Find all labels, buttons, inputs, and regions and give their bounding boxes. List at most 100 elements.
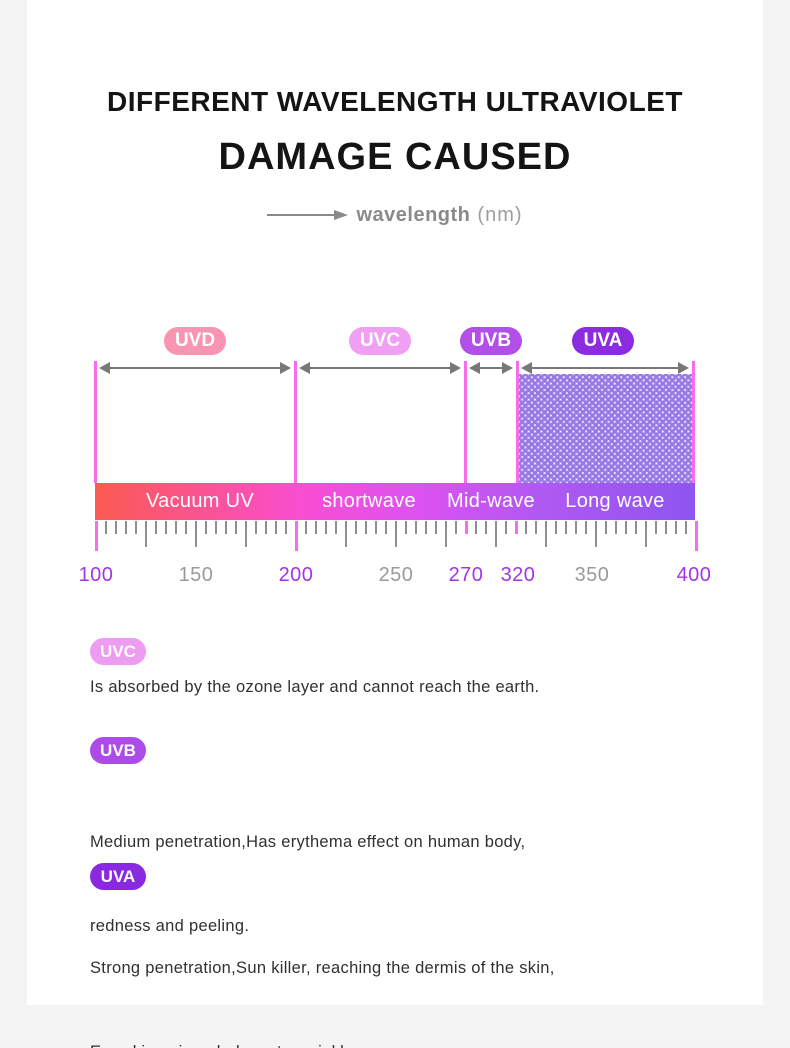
ruler-tick [445, 521, 447, 547]
spectrum-bar [95, 483, 695, 520]
range-arrow-uvc [299, 362, 461, 374]
ruler-tick [205, 521, 207, 534]
boundary-line-400 [692, 361, 695, 483]
boundary-line-270 [464, 361, 467, 483]
ruler-tick [125, 521, 127, 534]
section-uvc-text-line1: Is absorbed by the ozone layer and canno… [90, 678, 540, 696]
band-pill-uvb: UVB [460, 327, 522, 355]
band-pill-uvd: UVD [164, 327, 226, 355]
ruler-tick [395, 521, 397, 547]
section-pill-uvb: UVB [90, 737, 146, 764]
wavelength-unit: (nm) [477, 203, 523, 226]
boundary-line-320 [516, 361, 519, 483]
ruler-tick [615, 521, 617, 534]
ruler-tick [565, 521, 567, 534]
ruler-tick [665, 521, 667, 534]
bar-label-mid-wave: Mid-wave [447, 490, 535, 512]
ruler-tick [265, 521, 267, 534]
left-arrowhead-icon [99, 362, 110, 374]
uva-hatched-region [519, 374, 692, 483]
ruler-tick [465, 521, 468, 534]
tick-label-350: 350 [574, 564, 610, 586]
ruler-tick [575, 521, 577, 534]
ruler-tick [415, 521, 417, 534]
bar-label-vacuum-uv: Vacuum UV [146, 490, 254, 512]
ruler-tick [485, 521, 487, 534]
ruler-tick [95, 521, 98, 551]
ruler-tick [355, 521, 357, 534]
tick-label-320: 320 [500, 564, 536, 586]
page-title-line1: DIFFERENT WAVELENGTH ULTRAVIOLET [107, 86, 683, 117]
ruler-tick [315, 521, 317, 534]
ruler-tick [505, 521, 507, 534]
tick-label-100: 100 [78, 564, 114, 586]
ruler-tick [675, 521, 677, 534]
wavelength-label: wavelength [356, 203, 471, 226]
section-pill-uva: UVA [90, 863, 146, 890]
section-pill-uvc: UVC [90, 638, 146, 665]
range-arrow-uvb [469, 362, 513, 374]
section-uvb-text-line2: redness and peeling. [90, 917, 250, 935]
ruler-tick [455, 521, 457, 534]
section-uva-text: Strong penetration,Sun killer, reaching … [90, 898, 555, 1048]
ruler-tick [625, 521, 627, 534]
tick-label-150: 150 [178, 564, 214, 586]
left-arrowhead-icon [469, 362, 480, 374]
ruler-tick [165, 521, 167, 534]
ruler-tick [525, 521, 527, 534]
section-uvb-text-line1: Medium penetration,Has erythema effect o… [90, 833, 526, 851]
ruler-tick [655, 521, 657, 534]
page-title-line2: DAMAGE CAUSED [218, 136, 572, 178]
tick-label-200: 200 [278, 564, 314, 586]
ruler-tick [195, 521, 197, 547]
ruler-tick [475, 521, 477, 534]
band-pill-uva: UVA [572, 327, 634, 355]
ruler-tick [105, 521, 107, 534]
ruler-tick [405, 521, 407, 534]
ruler-tick [695, 521, 698, 551]
boundary-line-200 [294, 361, 297, 483]
ruler-tick [325, 521, 327, 534]
ruler-tick [555, 521, 557, 534]
section-uva-text-line2: Eye skin aging, dark spots, wrinkles [90, 1038, 555, 1048]
ruler-tick [515, 521, 518, 534]
ruler-tick [645, 521, 647, 547]
ruler-tick [145, 521, 147, 547]
left-arrowhead-icon [299, 362, 310, 374]
ruler-tick [245, 521, 247, 547]
ruler-tick [235, 521, 237, 534]
ruler-tick [365, 521, 367, 534]
section-uva-text-line1: Strong penetration,Sun killer, reaching … [90, 959, 555, 977]
right-arrow-icon [267, 210, 349, 220]
ruler-tick [275, 521, 277, 534]
ruler-tick [685, 521, 687, 534]
tick-label-270: 270 [448, 564, 484, 586]
bar-label-long-wave: Long wave [565, 490, 665, 512]
range-arrow-uva [521, 362, 689, 374]
ruler-tick [585, 521, 587, 534]
ruler-tick [135, 521, 137, 534]
wavelength-axis-note: wavelength (nm) [0, 202, 790, 228]
ruler-tick [305, 521, 307, 534]
right-arrowhead-icon [450, 362, 461, 374]
range-arrow-uvd [99, 362, 291, 374]
ruler-tick [215, 521, 217, 534]
ruler-tick [385, 521, 387, 534]
ruler-tick [115, 521, 117, 534]
section-uvb-text: Medium penetration,Has erythema effect o… [90, 772, 525, 996]
ruler-tick [425, 521, 427, 534]
ruler-tick [595, 521, 597, 547]
ruler-tick [375, 521, 377, 534]
bar-label-shortwave: shortwave [322, 490, 416, 512]
right-arrowhead-icon [678, 362, 689, 374]
band-pill-uvc: UVC [349, 327, 411, 355]
ruler-tick [495, 521, 497, 547]
tick-label-400: 400 [676, 564, 712, 586]
ruler-tick [185, 521, 187, 534]
ruler-tick [295, 521, 298, 551]
left-arrowhead-icon [521, 362, 532, 374]
ruler-tick [605, 521, 607, 534]
ruler-tick [545, 521, 547, 547]
ruler-tick [345, 521, 347, 547]
